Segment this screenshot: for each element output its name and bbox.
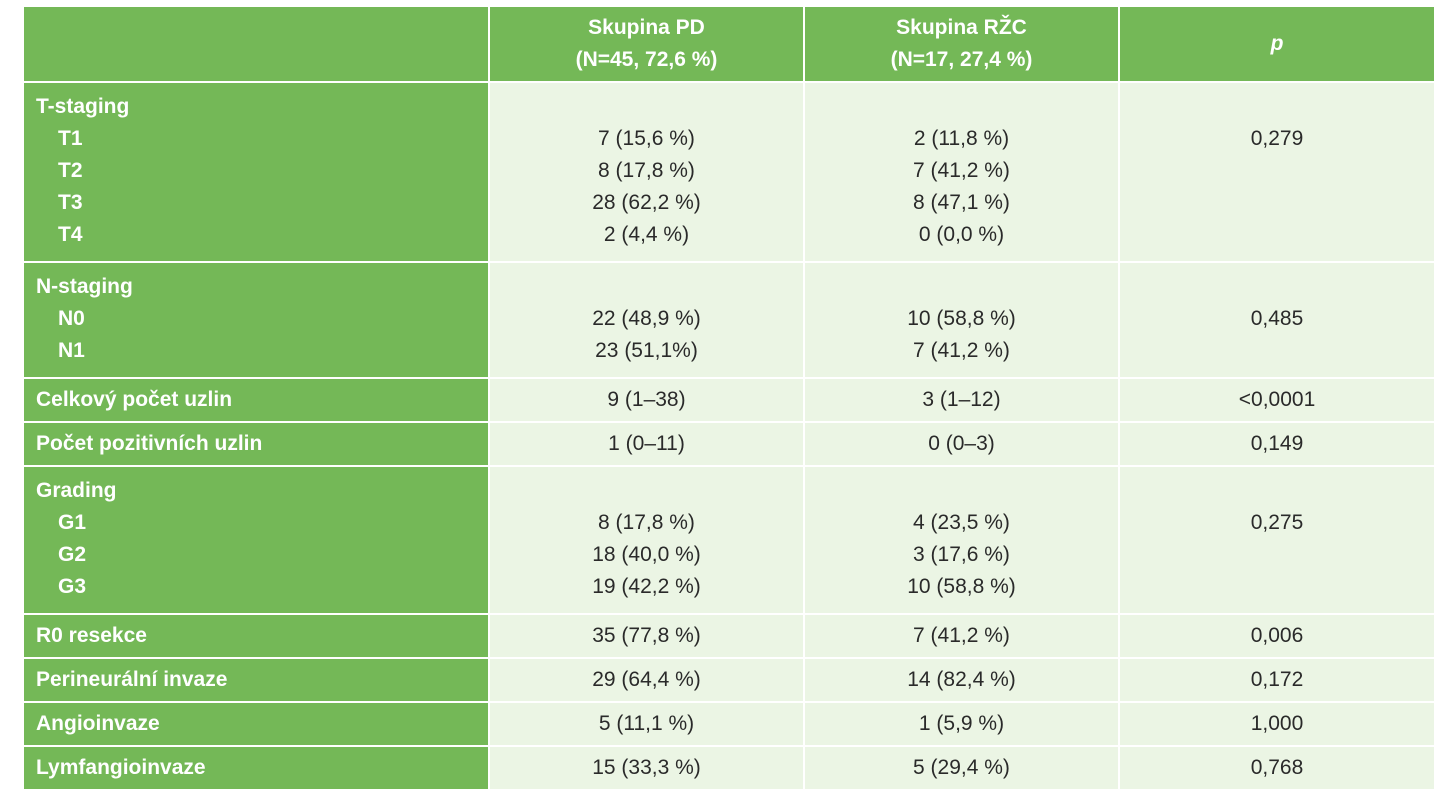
- r0-pd-value: 35 (77,8 %): [488, 613, 805, 659]
- celkovy-rzc-value: 3 (1–12): [803, 377, 1120, 423]
- n-staging-label-cell: N-staging N0 N1: [22, 261, 490, 379]
- grading-label-cell: Grading G1 G2 G3: [22, 465, 490, 615]
- n1-pd-value: 23 (51,1%): [595, 339, 698, 362]
- header-p-value: p: [1118, 5, 1436, 83]
- lymf-label: Lymfangioinvaze: [22, 745, 490, 791]
- grading-rzc-cell: 4 (23,5 %) 3 (17,6 %) 10 (58,8 %): [803, 465, 1120, 615]
- row-label-t1: T1: [58, 127, 83, 150]
- n0-rzc-value: 10 (58,8 %): [907, 307, 1016, 330]
- table-row-angio: Angioinvaze 5 (11,1 %) 1 (5,9 %) 1,000: [22, 701, 1436, 747]
- celkovy-pd-value: 9 (1–38): [488, 377, 805, 423]
- t4-rzc-value: 0 (0,0 %): [918, 223, 1005, 246]
- grading-label: Grading: [36, 479, 117, 502]
- pozitivni-label: Počet pozitivních uzlin: [22, 421, 490, 467]
- n1-rzc-value: 7 (41,2 %): [913, 339, 1010, 362]
- t-staging-label: T-staging: [36, 95, 130, 118]
- g3-pd-value: 19 (42,2 %): [592, 575, 701, 598]
- perineural-rzc-value: 14 (82,4 %): [803, 657, 1120, 703]
- t2-rzc-value: 7 (41,2 %): [913, 159, 1010, 182]
- perineural-pd-value: 29 (64,4 %): [488, 657, 805, 703]
- row-label-g3: G3: [58, 575, 87, 598]
- table-row-grading: Grading G1 G2 G3 8 (17,8 %) 18 (40,0 %) …: [22, 465, 1436, 615]
- t4-pd-value: 2 (4,4 %): [603, 223, 690, 246]
- t-staging-rzc-cell: 2 (11,8 %) 7 (41,2 %) 8 (47,1 %) 0 (0,0 …: [803, 81, 1120, 263]
- g2-pd-value: 18 (40,0 %): [592, 543, 701, 566]
- grading-p-cell: 0,275: [1118, 465, 1436, 615]
- g1-rzc-value: 4 (23,5 %): [913, 511, 1010, 534]
- header-pd-title: Skupina PD: [588, 16, 705, 39]
- results-table: Skupina PD (N=45, 72,6 %) Skupina RŽC (N…: [22, 5, 1436, 791]
- r0-rzc-value: 7 (41,2 %): [803, 613, 1120, 659]
- grading-pd-cell: 8 (17,8 %) 18 (40,0 %) 19 (42,2 %): [488, 465, 805, 615]
- row-label-n1: N1: [58, 339, 85, 362]
- row-label-g2: G2: [58, 543, 87, 566]
- t3-rzc-value: 8 (47,1 %): [913, 191, 1010, 214]
- header-p-label: p: [1270, 32, 1284, 55]
- angio-p-value: 1,000: [1118, 701, 1436, 747]
- angio-rzc-value: 1 (5,9 %): [803, 701, 1120, 747]
- table-row-r0: R0 resekce 35 (77,8 %) 7 (41,2 %) 0,006: [22, 613, 1436, 659]
- table-row-perineural: Perineurální invaze 29 (64,4 %) 14 (82,4…: [22, 657, 1436, 703]
- n-staging-rzc-cell: 10 (58,8 %) 7 (41,2 %): [803, 261, 1120, 379]
- n-staging-pd-cell: 22 (48,9 %) 23 (51,1%): [488, 261, 805, 379]
- n0-pd-value: 22 (48,9 %): [592, 307, 701, 330]
- table-row-n-staging: N-staging N0 N1 22 (48,9 %) 23 (51,1%) 1…: [22, 261, 1436, 379]
- angio-label: Angioinvaze: [22, 701, 490, 747]
- pozitivni-pd-value: 1 (0–11): [488, 421, 805, 467]
- row-label-g1: G1: [58, 511, 87, 534]
- celkovy-p-value: <0,0001: [1118, 377, 1436, 423]
- t1-pd-value: 7 (15,6 %): [598, 127, 695, 150]
- g2-rzc-value: 3 (17,6 %): [913, 543, 1010, 566]
- header-rzc-count: (N=17, 27,4 %): [890, 48, 1033, 71]
- t1-rzc-value: 2 (11,8 %): [913, 127, 1010, 150]
- header-rzc-title: Skupina RŽC: [896, 16, 1027, 39]
- table-row-t-staging: T-staging T1 T2 T3 T4 7 (15,6 %) 8 (17,8…: [22, 81, 1436, 263]
- header-group-pd: Skupina PD (N=45, 72,6 %): [488, 5, 805, 83]
- lymf-rzc-value: 5 (29,4 %): [803, 745, 1120, 791]
- t-staging-label-cell: T-staging T1 T2 T3 T4: [22, 81, 490, 263]
- n-staging-p-cell: 0,485: [1118, 261, 1436, 379]
- g3-rzc-value: 10 (58,8 %): [907, 575, 1016, 598]
- grading-p-value: 0,275: [1250, 511, 1304, 534]
- results-table-container: Skupina PD (N=45, 72,6 %) Skupina RŽC (N…: [22, 5, 1436, 791]
- n-staging-label: N-staging: [36, 275, 133, 298]
- table-row-lymf: Lymfangioinvaze 15 (33,3 %) 5 (29,4 %) 0…: [22, 745, 1436, 791]
- table-row-pozitivni: Počet pozitivních uzlin 1 (0–11) 0 (0–3)…: [22, 421, 1436, 467]
- perineural-label: Perineurální invaze: [22, 657, 490, 703]
- row-label-t2: T2: [58, 159, 83, 182]
- table-row-celkovy: Celkový počet uzlin 9 (1–38) 3 (1–12) <0…: [22, 377, 1436, 423]
- perineural-p-value: 0,172: [1118, 657, 1436, 703]
- header-pd-count: (N=45, 72,6 %): [575, 48, 718, 71]
- n-staging-p-value: 0,485: [1250, 307, 1304, 330]
- t-staging-p-value: 0,279: [1250, 127, 1304, 150]
- row-label-t3: T3: [58, 191, 83, 214]
- pozitivni-p-value: 0,149: [1118, 421, 1436, 467]
- row-label-t4: T4: [58, 223, 83, 246]
- header-group-rzc: Skupina RŽC (N=17, 27,4 %): [803, 5, 1120, 83]
- r0-p-value: 0,006: [1118, 613, 1436, 659]
- t-staging-p-cell: 0,279: [1118, 81, 1436, 263]
- header-empty-cell: [22, 5, 490, 83]
- table-header: Skupina PD (N=45, 72,6 %) Skupina RŽC (N…: [22, 5, 1436, 83]
- lymf-pd-value: 15 (33,3 %): [488, 745, 805, 791]
- t3-pd-value: 28 (62,2 %): [592, 191, 701, 214]
- row-label-n0: N0: [58, 307, 85, 330]
- t2-pd-value: 8 (17,8 %): [598, 159, 695, 182]
- celkovy-label: Celkový počet uzlin: [22, 377, 490, 423]
- g1-pd-value: 8 (17,8 %): [598, 511, 695, 534]
- angio-pd-value: 5 (11,1 %): [488, 701, 805, 747]
- lymf-p-value: 0,768: [1118, 745, 1436, 791]
- r0-label: R0 resekce: [22, 613, 490, 659]
- t-staging-pd-cell: 7 (15,6 %) 8 (17,8 %) 28 (62,2 %) 2 (4,4…: [488, 81, 805, 263]
- pozitivni-rzc-value: 0 (0–3): [803, 421, 1120, 467]
